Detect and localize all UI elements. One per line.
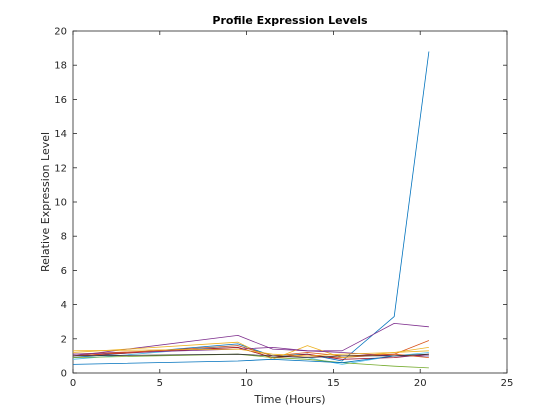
y-tick-label: 18 <box>54 61 67 72</box>
y-tick-label: 4 <box>61 300 67 311</box>
x-tick-label: 0 <box>70 378 76 389</box>
series-line-12 <box>72 353 429 359</box>
x-tick-label: 10 <box>240 378 253 389</box>
y-tick-label: 14 <box>54 129 67 140</box>
axes <box>72 30 508 374</box>
x-tick-label: 25 <box>501 378 514 389</box>
x-tick-label: 20 <box>414 378 427 389</box>
y-tick-label: 8 <box>61 232 67 243</box>
y-tick-label: 10 <box>54 198 67 209</box>
y-tick-label: 0 <box>61 369 67 380</box>
y-tick-label: 20 <box>54 27 67 38</box>
x-tick-label: 15 <box>327 378 340 389</box>
series-group <box>72 51 430 369</box>
y-tick-label: 2 <box>61 334 67 345</box>
y-tick-label: 6 <box>61 266 67 277</box>
ticks-group: 0 5 10 15 20 25 0 2 4 6 8 10 12 14 16 18 20 <box>54 27 513 390</box>
y-axis-label: Relative Expression Level <box>39 132 52 272</box>
series-line-10 <box>72 345 429 358</box>
x-tick-label: 5 <box>157 378 163 389</box>
series-line-11 <box>72 348 429 357</box>
plot-area-box <box>72 30 508 374</box>
x-axis-label: Time (Hours) <box>253 393 325 406</box>
series-line-6 <box>72 346 429 360</box>
y-tick-label: 16 <box>54 95 67 106</box>
y-tick-label: 12 <box>54 163 67 174</box>
chart-title: Profile Expression Levels <box>212 14 368 27</box>
